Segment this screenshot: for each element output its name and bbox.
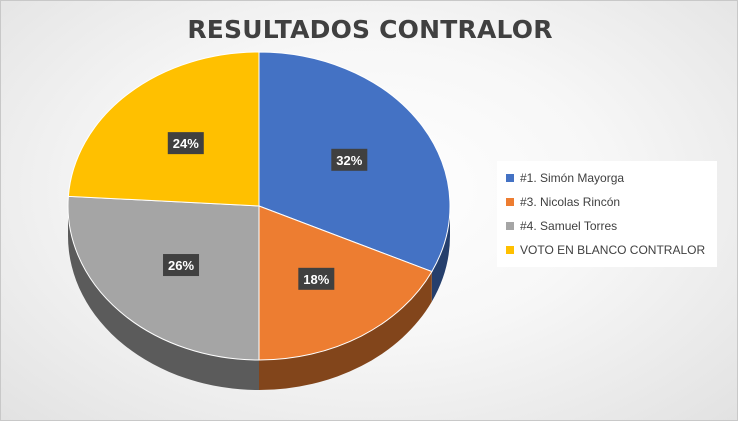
- legend-label: #4. Samuel Torres: [520, 219, 618, 233]
- legend-label: #1. Simón Mayorga: [520, 171, 625, 185]
- pie-slice-1: [258, 205, 433, 361]
- legend: #1. Simón Mayorga #3. Nicolas Rincón #4. S…: [497, 161, 717, 267]
- pie-side-2: [68, 206, 259, 390]
- legend-item: #1. Simón Mayorga: [506, 166, 708, 190]
- data-label-3: 24%: [167, 132, 204, 155]
- legend-item: #4. Samuel Torres: [506, 214, 708, 238]
- legend-item: #3. Nicolas Rincón: [506, 190, 708, 214]
- legend-swatch: [506, 246, 514, 254]
- data-label-2: 26%: [163, 254, 200, 277]
- pie-side-1: [259, 271, 432, 390]
- legend-swatch: [506, 198, 514, 206]
- data-label-text-3: 24%: [173, 136, 199, 151]
- legend-item: VOTO EN BLANCO CONTRALOR: [506, 238, 708, 262]
- legend-swatch: [506, 222, 514, 230]
- data-label-text-1: 18%: [303, 272, 329, 287]
- data-label-1: 18%: [298, 267, 335, 290]
- legend-label: #3. Nicolas Rincón: [520, 195, 621, 209]
- data-label-0: 32%: [331, 148, 368, 171]
- data-label-text-0: 32%: [336, 153, 362, 168]
- pie-slice-2: [67, 195, 260, 361]
- pie-slice-3: [67, 51, 260, 207]
- legend-label: VOTO EN BLANCO CONTRALOR: [520, 243, 706, 257]
- chart-title: RESULTADOS CONTRALOR: [187, 15, 553, 44]
- data-label-text-2: 26%: [168, 258, 194, 273]
- legend-swatch: [506, 174, 514, 182]
